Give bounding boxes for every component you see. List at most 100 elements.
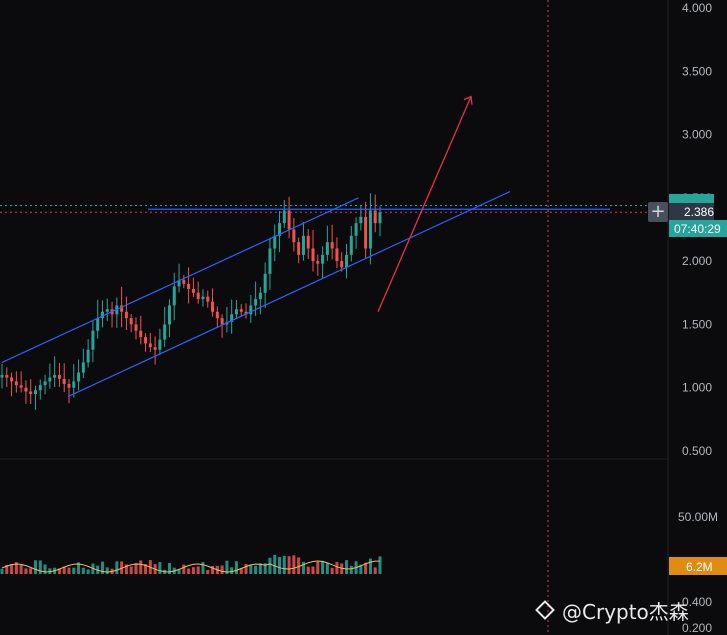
volume-bar [292,555,296,574]
volume-ma-line [1,560,380,573]
volume-bar [67,567,71,574]
volume-tag [669,557,727,575]
candle-body [124,311,128,319]
volume-bar [335,561,339,574]
volume-bar [340,563,344,574]
countdown-label: 07:40:29 [674,222,721,236]
candle-body [220,318,224,325]
candle-body [86,349,90,363]
y-tick-label: 1.500 [682,317,712,331]
candle-body [153,347,157,350]
candle-body [196,292,200,300]
volume-bar [373,567,377,574]
volume-bar [124,564,128,574]
candle-body [67,383,71,388]
volume-bar [306,566,310,574]
candle-body [321,254,325,264]
volume-bar [211,565,215,574]
volume-bar [24,568,28,574]
candle-body [100,311,104,319]
volume-bar [325,563,329,574]
candles [0,193,382,410]
candle-body [263,273,267,293]
volume-bar [0,568,4,574]
candle-body [5,375,9,378]
candle-body [33,390,37,395]
candle-body [249,305,253,315]
candle-body [239,309,243,312]
volume-bar [273,554,277,574]
channel-lower-line [67,190,511,398]
arrow-head [463,95,473,105]
volume-bar [29,568,33,574]
candle-body [234,309,238,315]
candle-body [254,299,258,306]
candle-body [139,330,143,338]
volume-bar [191,567,195,574]
candle-body [211,301,215,312]
volume-bar [77,562,81,574]
volume-bar [43,564,47,574]
candle-body [268,248,272,274]
volume-bar [364,562,368,574]
candle-body [105,309,109,312]
volume-bar [220,565,224,574]
candle-body [144,337,148,344]
candle-body [378,212,382,224]
candle-body [129,318,133,325]
candle-body [96,318,100,331]
volume-bar [225,560,229,574]
volume-bar [311,566,315,574]
candle-body [311,248,315,262]
candle-body [206,296,210,302]
candle-body [158,339,162,350]
candle-body [148,343,152,348]
candle-body [340,261,344,268]
candle-body [172,286,176,306]
y-tick-label: 0.500 [682,444,712,458]
add-level-button[interactable]: + [648,202,668,222]
grid-lines [0,0,669,635]
candle-body [278,223,282,236]
candle-body [29,391,33,395]
volume-bar [33,560,37,574]
candle-body [335,248,339,262]
candle-body [72,381,76,388]
candle-body [349,235,353,255]
candle-body [368,210,372,249]
volume-bar [38,560,42,574]
y-tick-label: 4.000 [682,1,712,15]
volume-bar [139,560,143,574]
candle-body [330,242,334,249]
candle-body [134,324,138,331]
volume-bar [297,557,301,574]
volume-bar [14,562,18,574]
candle-body [297,242,301,255]
candle-body [53,375,57,378]
volume-bar [48,568,52,574]
lower-tick-label: 0.200 [682,621,712,635]
volume-bar [158,562,162,574]
candle-body [163,324,167,340]
volume-bar [100,561,104,574]
volume-bar [378,556,382,574]
candle-body [273,235,277,249]
candle-body [258,292,262,300]
lower-tick-label: 0.400 [682,595,712,609]
candle-body [364,216,368,249]
candle-body [354,223,358,236]
candle-body [120,305,124,312]
volume-bar [254,565,258,574]
candle-body [316,261,320,264]
volume-bar [239,568,243,574]
volume-bar [321,560,325,574]
countdown-tag [669,220,727,237]
candle-body [301,235,305,255]
candle-body [345,254,349,268]
volume-bar [72,567,76,574]
volume-bar [282,555,286,574]
candle-body [57,375,61,379]
candle-body [282,210,286,224]
volume-tick-label: 50.00M [678,510,718,524]
